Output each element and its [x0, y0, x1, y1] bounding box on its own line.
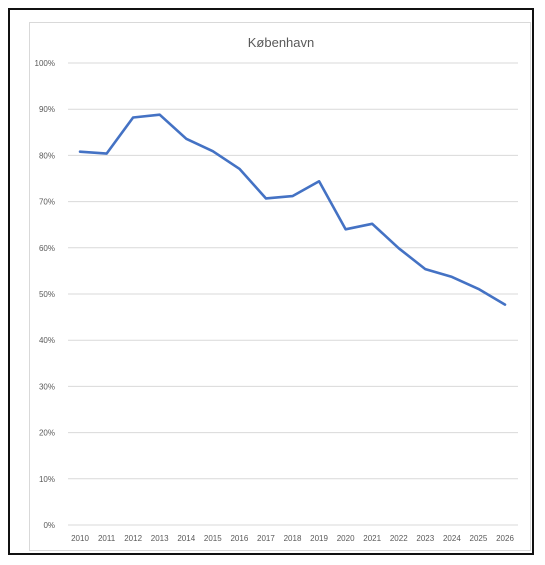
series-line-0	[78, 113, 507, 306]
x-tick-label: 2023	[416, 534, 434, 543]
x-tick-label: 2022	[390, 534, 408, 543]
x-tick-label: 2013	[151, 534, 169, 543]
x-tick-label: 2011	[98, 534, 116, 543]
x-tick-label: 2024	[443, 534, 461, 543]
x-tick-label: 2016	[230, 534, 248, 543]
x-tick-label: 2018	[284, 534, 302, 543]
gridlines	[68, 62, 518, 526]
y-tick-label: 90%	[39, 105, 55, 114]
y-axis-tick-labels: 0% 10% 20% 30% 40% 50% 60% 70% 80% 90% 100%	[35, 59, 55, 530]
x-axis-tick-labels: 2010 2011 2012 2013 2014 2015 2016 2017 2018 2019…	[71, 534, 514, 543]
y-tick-label: 10%	[39, 475, 55, 484]
x-tick-label: 2021	[363, 534, 381, 543]
x-tick-label: 2026	[496, 534, 514, 543]
x-tick-label: 2019	[310, 534, 328, 543]
x-tick-label: 2025	[470, 534, 488, 543]
chart-area	[29, 22, 531, 551]
y-tick-label: 40%	[39, 336, 55, 345]
y-tick-label: 20%	[39, 429, 55, 438]
x-tick-label: 2015	[204, 534, 222, 543]
chart-title: København	[248, 35, 315, 50]
y-tick-label: 0%	[43, 521, 55, 530]
y-tick-label: 70%	[39, 198, 55, 207]
y-tick-label: 30%	[39, 382, 55, 391]
series-layer	[78, 113, 507, 306]
y-tick-label: 100%	[35, 59, 55, 68]
y-tick-label: 60%	[39, 244, 55, 253]
y-tick-label: 50%	[39, 290, 55, 299]
x-tick-label: 2020	[337, 534, 355, 543]
x-tick-label: 2010	[71, 534, 89, 543]
y-tick-label: 80%	[39, 151, 55, 160]
x-tick-label: 2014	[177, 534, 195, 543]
x-tick-label: 2017	[257, 534, 275, 543]
x-tick-label: 2012	[124, 534, 142, 543]
